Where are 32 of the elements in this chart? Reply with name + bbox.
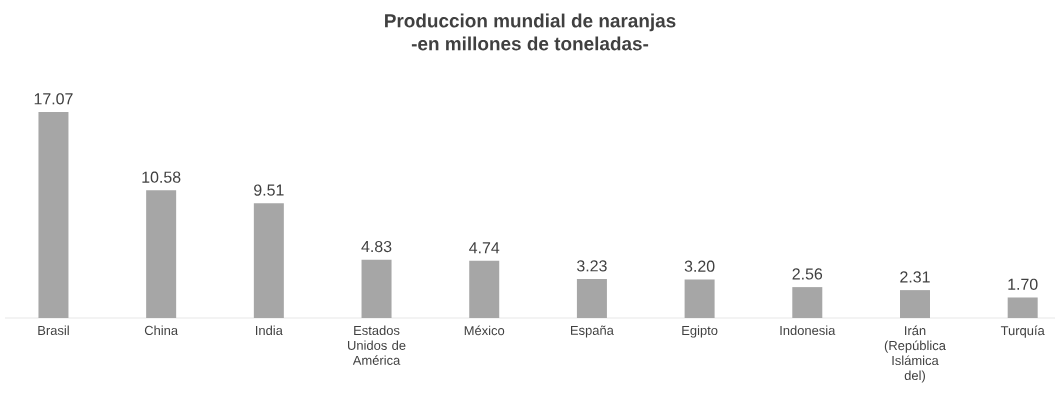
x-tick-label: España [571, 325, 614, 338]
data-label: 4.83 [361, 240, 392, 253]
data-label: 2.31 [900, 271, 930, 283]
data-label: 9.51 [254, 184, 284, 196]
x-tick-label: Turquía [1000, 325, 1045, 338]
x-tick-label: China [144, 325, 179, 336]
data-label: 3.23 [577, 260, 607, 272]
bar [361, 259, 392, 318]
chart-title: Produccion mundial de naranjas [385, 13, 676, 32]
bar [38, 112, 69, 318]
bar [1007, 297, 1038, 318]
bar [253, 203, 284, 318]
x-tick-label: India [256, 325, 283, 336]
x-tick-label: Irán (República Islámica del) [884, 325, 946, 383]
data-label: 17.07 [34, 93, 73, 105]
data-label: 10.58 [142, 171, 181, 183]
bar [792, 287, 823, 318]
x-tick-label: Estados Unidos de América [348, 325, 406, 365]
x-tick-label: México [464, 325, 505, 336]
x-tick-label: Brasil [38, 325, 69, 336]
data-label: 3.20 [684, 260, 715, 272]
data-label: 4.74 [469, 242, 500, 254]
x-tick-label: Egipto [682, 325, 718, 338]
bar [576, 279, 607, 318]
data-label: 2.56 [792, 268, 823, 280]
bar [684, 279, 715, 318]
bar [899, 290, 930, 318]
data-label: 1.70 [1008, 278, 1038, 290]
chart-subtitle: -en millones de toneladas- [411, 36, 649, 51]
bar [146, 190, 177, 318]
x-tick-label: Indonesia [780, 325, 836, 336]
bar [469, 260, 500, 318]
